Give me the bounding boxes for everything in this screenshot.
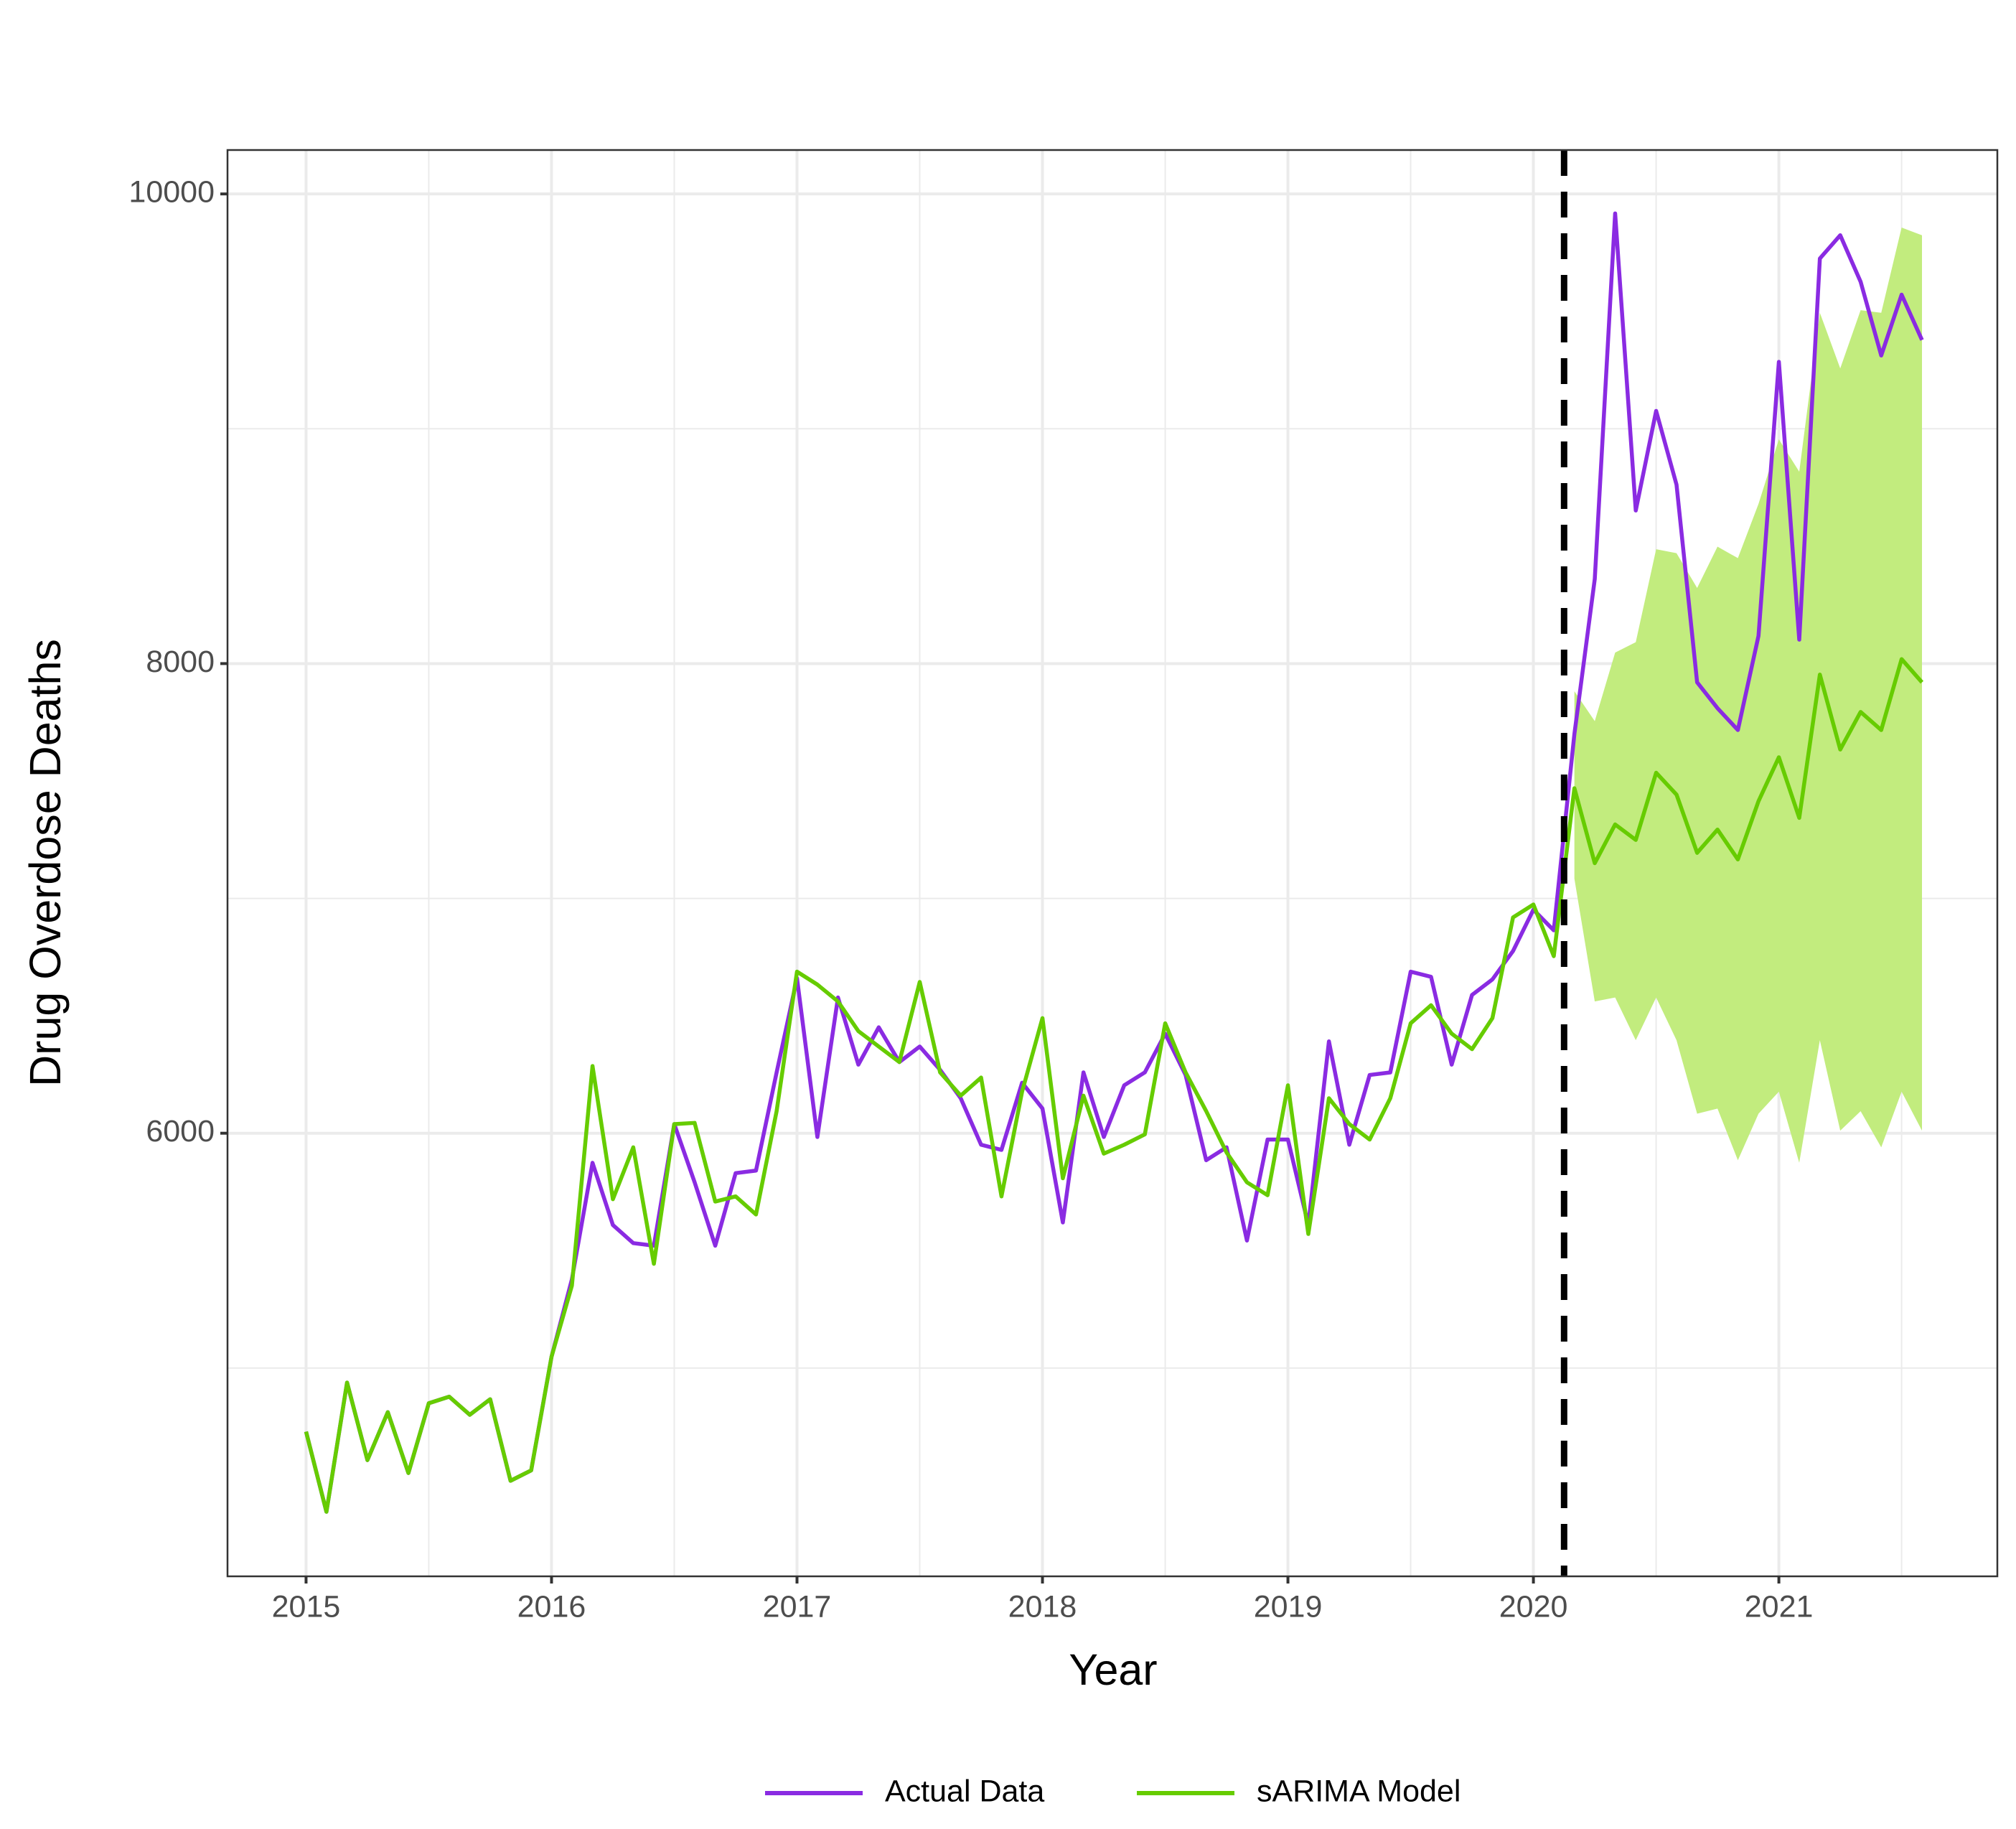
x-tick-label: 2019 — [1254, 1589, 1323, 1624]
plot-border — [226, 149, 1999, 1578]
y-tick-label: 6000 — [146, 1114, 215, 1149]
x-tick-label: 2018 — [1008, 1589, 1077, 1624]
x-axis-title: Year — [1069, 1645, 1157, 1694]
prediction-interval — [1574, 227, 1922, 1163]
x-tick-label: 2015 — [272, 1589, 341, 1624]
y-tick-label: 8000 — [146, 645, 215, 679]
x-tick-label: 2020 — [1499, 1589, 1568, 1624]
x-tick-label: 2017 — [763, 1589, 832, 1624]
x-tick-label: 2021 — [1745, 1589, 1814, 1624]
series-line — [304, 657, 1924, 1514]
legend-label: Actual Data — [885, 1774, 1044, 1808]
y-tick-label: 10000 — [128, 175, 215, 210]
legend-label: sARIMA Model — [1257, 1774, 1461, 1808]
y-axis-title: Drug Overdose Deaths — [21, 639, 70, 1087]
x-tick-label: 2016 — [517, 1589, 586, 1624]
